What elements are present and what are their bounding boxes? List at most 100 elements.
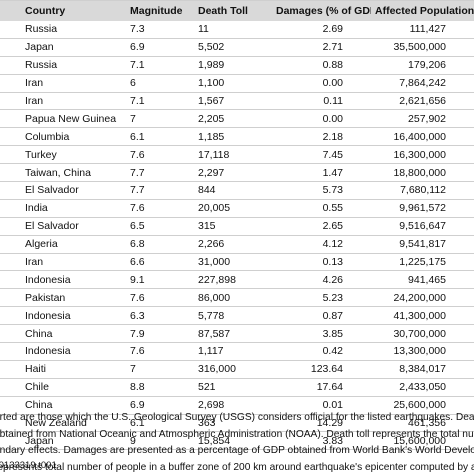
table-row: Russia 7.3 11 2.69 111,427 bbox=[0, 21, 474, 39]
cell-country: Papua New Guinea bbox=[21, 109, 126, 129]
cell-damages: 5.73 bbox=[272, 181, 371, 200]
table-row: Iran 6 1,100 0.00 7,864,242 bbox=[0, 74, 474, 93]
cell-magnitude: 9.1 bbox=[126, 270, 194, 290]
cell-damages: 2.18 bbox=[272, 127, 371, 147]
cell-magnitude: 6.3 bbox=[126, 306, 194, 326]
cell-magnitude: 7.6 bbox=[126, 288, 194, 308]
cell-affected-population: 16,400,000 bbox=[371, 127, 474, 147]
cell-affected-population: 35,500,000 bbox=[371, 38, 474, 57]
footnote-line: obtained from National Oceanic and Atmos… bbox=[0, 428, 474, 440]
cell-magnitude: 7.1 bbox=[126, 92, 194, 111]
cell-affected-population: 1,225,175 bbox=[371, 253, 474, 272]
cell-affected-population: 24,200,000 bbox=[371, 288, 474, 308]
header-magnitude: Magnitude bbox=[126, 0, 194, 21]
table-row: Indonesia 6.3 5,778 0.87 41,300,000 bbox=[0, 306, 474, 326]
cell-death-toll: 2,297 bbox=[194, 163, 272, 183]
cell-country: Columbia bbox=[21, 127, 126, 147]
cell-affected-population: 257,902 bbox=[371, 109, 474, 129]
cell-damages: 2.69 bbox=[272, 21, 371, 39]
cell-country: Iran bbox=[21, 253, 126, 272]
table-row: Algeria 6.8 2,266 4.12 9,541,817 bbox=[0, 235, 474, 254]
table-row: Columbia 6.1 1,185 2.18 16,400,000 bbox=[0, 127, 474, 147]
cell-death-toll: 87,587 bbox=[194, 324, 272, 344]
cell-death-toll: 2,266 bbox=[194, 235, 272, 254]
table-row: Pakistan 7.6 86,000 5.23 24,200,000 bbox=[0, 288, 474, 308]
cell-country: Iran bbox=[21, 74, 126, 93]
cell-affected-population: 9,516,647 bbox=[371, 217, 474, 236]
table-row: Chile 8.8 521 17.64 2,433,050 bbox=[0, 378, 474, 397]
table-footnote: orted are those which the U.S. Geologica… bbox=[0, 410, 474, 474]
cell-damages: 0.88 bbox=[272, 56, 371, 75]
cell-magnitude: 6.1 bbox=[126, 414, 194, 433]
cell-death-toll: 2,698 bbox=[194, 396, 272, 415]
cell-index bbox=[0, 199, 21, 218]
cell-damages: 0.00 bbox=[272, 74, 371, 93]
cell-index bbox=[0, 127, 21, 147]
cell-death-toll: 1,567 bbox=[194, 92, 272, 111]
cell-country: Russia bbox=[21, 56, 126, 75]
header-damages: Damages (% of GDP) bbox=[272, 0, 371, 21]
cell-country: Iran bbox=[21, 92, 126, 111]
cell-damages: 17.64 bbox=[272, 378, 371, 397]
cell-magnitude: 6.9 bbox=[126, 38, 194, 57]
cell-damages: 3.85 bbox=[272, 324, 371, 344]
cell-index bbox=[0, 92, 21, 111]
cell-death-toll: 15,854 bbox=[194, 431, 272, 451]
cell-index bbox=[0, 431, 21, 451]
cell-damages: 0.42 bbox=[272, 342, 371, 361]
cell-damages: 2.71 bbox=[272, 38, 371, 57]
cell-damages: 5.23 bbox=[272, 288, 371, 308]
cell-country: Indonesia bbox=[21, 342, 126, 361]
cell-affected-population: 9,541,817 bbox=[371, 235, 474, 254]
cell-magnitude: 7.6 bbox=[126, 145, 194, 165]
earthquake-table: Country Magnitude Death Toll Damages (% … bbox=[0, 0, 474, 451]
cell-index bbox=[0, 38, 21, 57]
cell-magnitude: 8.8 bbox=[126, 378, 194, 397]
cell-death-toll: 86,000 bbox=[194, 288, 272, 308]
table-row: El Salvador 7.7 844 5.73 7,680,112 bbox=[0, 181, 474, 200]
table-row: Haiti 7 316,000 123.64 8,384,017 bbox=[0, 360, 474, 379]
cell-magnitude: 6.5 bbox=[126, 217, 194, 236]
cell-damages: 0.13 bbox=[272, 253, 371, 272]
cell-country: Turkey bbox=[21, 145, 126, 165]
cell-country: Japan bbox=[21, 431, 126, 451]
cell-index bbox=[0, 109, 21, 129]
cell-affected-population: 30,700,000 bbox=[371, 324, 474, 344]
cell-magnitude: 7 bbox=[126, 109, 194, 129]
cell-magnitude: 6.6 bbox=[126, 253, 194, 272]
cell-affected-population: 179,206 bbox=[371, 56, 474, 75]
table-row: Japan 9 15,854 3.83 15,600,000 bbox=[0, 431, 474, 451]
cell-death-toll: 1,100 bbox=[194, 74, 272, 93]
cell-affected-population: 7,680,112 bbox=[371, 181, 474, 200]
cell-death-toll: 11 bbox=[194, 21, 272, 39]
header-death-toll: Death Toll bbox=[194, 0, 272, 21]
cell-death-toll: 2,205 bbox=[194, 109, 272, 129]
table-row: India 7.6 20,005 0.55 9,961,572 bbox=[0, 199, 474, 218]
cell-affected-population: 18,800,000 bbox=[371, 163, 474, 183]
table-body: Russia 7.3 11 2.69 111,427 Japan 6.9 5,502 2.71 3… bbox=[0, 21, 474, 451]
cell-magnitude: 7 bbox=[126, 360, 194, 379]
earthquake-table-container: Country Magnitude Death Toll Damages (% … bbox=[0, 0, 474, 451]
cell-index bbox=[0, 217, 21, 236]
cell-magnitude: 7.9 bbox=[126, 324, 194, 344]
cell-country: India bbox=[21, 199, 126, 218]
cell-damages: 7.45 bbox=[272, 145, 371, 165]
cell-index bbox=[0, 306, 21, 326]
footnote-line: orted are those which the U.S. Geologica… bbox=[0, 412, 474, 423]
cell-index bbox=[0, 21, 21, 39]
cell-death-toll: 315 bbox=[194, 217, 272, 236]
footnote-line: represents total number of people in a b… bbox=[0, 461, 474, 473]
cell-death-toll: 5,502 bbox=[194, 38, 272, 57]
cell-damages: 4.12 bbox=[272, 235, 371, 254]
cell-magnitude: 9 bbox=[126, 431, 194, 451]
table-row: Indonesia 7.6 1,117 0.42 13,300,000 bbox=[0, 342, 474, 361]
cell-index bbox=[0, 378, 21, 397]
table-row: New Zealand 6.1 363 14.29 461,356 bbox=[0, 414, 474, 433]
cell-damages: 4.26 bbox=[272, 270, 371, 290]
cell-country: Pakistan bbox=[21, 288, 126, 308]
cell-magnitude: 6 bbox=[126, 74, 194, 93]
cell-damages: 14.29 bbox=[272, 414, 371, 433]
cell-affected-population: 941,465 bbox=[371, 270, 474, 290]
cell-affected-population: 2,621,656 bbox=[371, 92, 474, 111]
table-row: Iran 7.1 1,567 0.11 2,621,656 bbox=[0, 92, 474, 111]
